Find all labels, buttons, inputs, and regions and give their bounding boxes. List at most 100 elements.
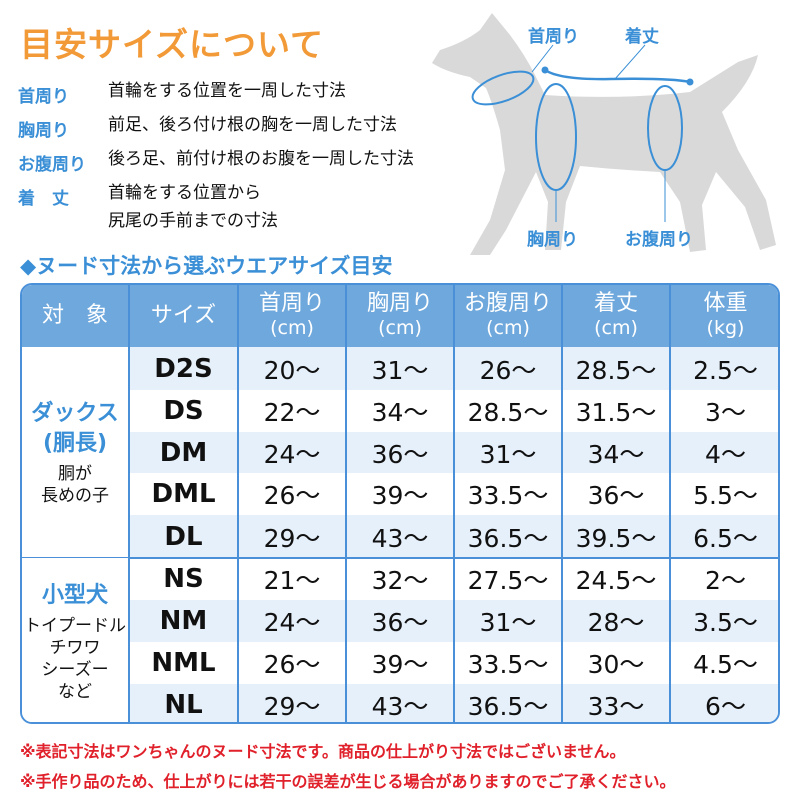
def-desc-neck: 首輪をする位置を一周した寸法 bbox=[108, 81, 346, 101]
def-term-neck: 首周り bbox=[18, 87, 69, 107]
def-term-length: 着 丈 bbox=[18, 189, 69, 209]
measurement-value: 3.5〜 bbox=[693, 608, 758, 637]
measurement-value: 31.5〜 bbox=[575, 398, 657, 427]
value-cell: 6.5〜 bbox=[671, 515, 778, 558]
dog-diagram bbox=[432, 13, 776, 255]
value-cell: 31.5〜 bbox=[563, 390, 671, 432]
measurement-value: 24.5〜 bbox=[575, 566, 657, 595]
group-note: 胴が bbox=[58, 463, 92, 484]
measurement-value: 39〜 bbox=[371, 481, 429, 510]
header-unit: (cm) bbox=[594, 317, 638, 339]
measurement-value: 4.5〜 bbox=[693, 650, 758, 679]
value-cell: 21〜 bbox=[239, 558, 347, 600]
value-cell: 31〜 bbox=[455, 432, 563, 473]
value-cell: 33.5〜 bbox=[455, 642, 563, 684]
size-label: NL bbox=[164, 690, 203, 720]
measurement-value: 31〜 bbox=[479, 608, 537, 637]
value-cell: 36〜 bbox=[347, 600, 455, 642]
header-cell: 対 象 bbox=[22, 285, 130, 347]
header-label: 胸周り bbox=[366, 291, 433, 316]
header-cell: 胸周り (cm) bbox=[347, 285, 455, 347]
measurement-value: 39.5〜 bbox=[575, 523, 657, 553]
measurement-value: 36〜 bbox=[371, 439, 429, 469]
size-label: NS bbox=[163, 564, 204, 594]
header-unit: (cm) bbox=[378, 317, 422, 339]
measurement-value: 30〜 bbox=[587, 650, 645, 679]
group-note: シーズー bbox=[41, 660, 109, 680]
size-label: NM bbox=[159, 606, 208, 636]
neck-ellipse bbox=[471, 70, 535, 106]
header-unit: (cm) bbox=[270, 317, 314, 339]
diagram-label-neck: 首周り bbox=[528, 27, 579, 47]
def-term-belly: お腹周り bbox=[18, 155, 86, 175]
size-label: NML bbox=[151, 648, 216, 678]
value-cell: 2〜 bbox=[671, 558, 778, 600]
value-cell: 5.5〜 bbox=[671, 473, 778, 515]
measurement-value: 29〜 bbox=[263, 692, 321, 721]
value-cell: 28.5〜 bbox=[455, 390, 563, 432]
value-cell: 34〜 bbox=[563, 432, 671, 473]
group-note: 長めの子 bbox=[41, 485, 109, 506]
group-name: 小型犬 bbox=[41, 583, 108, 608]
measurement-value: 28.5〜 bbox=[467, 398, 549, 427]
diagram-label-belly: お腹周り bbox=[625, 230, 693, 250]
value-cell: 26〜 bbox=[239, 642, 347, 684]
group-note: など bbox=[58, 682, 92, 702]
value-cell: 6〜 bbox=[671, 684, 778, 722]
measurement-value: 28〜 bbox=[587, 608, 645, 637]
header-label: 体重 bbox=[703, 291, 748, 316]
measurement-value: 36〜 bbox=[371, 608, 429, 637]
def-desc-length-1: 首輪をする位置から bbox=[108, 183, 261, 203]
measurement-value: 3〜 bbox=[705, 398, 746, 427]
measurement-value: 21〜 bbox=[263, 566, 321, 595]
value-cell: 36.5〜 bbox=[455, 515, 563, 558]
header-cell: 着丈 (cm) bbox=[563, 285, 671, 347]
value-cell: 39〜 bbox=[347, 473, 455, 515]
measurement-value: 26〜 bbox=[263, 650, 321, 679]
value-cell: 24.5〜 bbox=[563, 558, 671, 600]
measurement-value: 2.5〜 bbox=[693, 355, 758, 385]
diagram-label-chest: 胸周り bbox=[527, 230, 578, 250]
measurement-value: 36.5〜 bbox=[467, 523, 549, 553]
group-breeds: トイプードル チワワ シーズー など bbox=[24, 615, 126, 703]
header-unit: (kg) bbox=[706, 317, 745, 339]
dog-silhouette bbox=[432, 13, 776, 255]
measurement-value: 5.5〜 bbox=[693, 481, 758, 510]
value-cell: 36〜 bbox=[347, 432, 455, 473]
measurement-value: 32〜 bbox=[371, 566, 429, 595]
measurement-value: 36〜 bbox=[587, 481, 645, 510]
value-cell: 36.5〜 bbox=[455, 684, 563, 722]
size-cell: NM bbox=[130, 600, 239, 642]
group-breeds: 胴が 長めの子 bbox=[41, 463, 109, 507]
value-cell: 2.5〜 bbox=[671, 347, 778, 390]
measurement-value: 31〜 bbox=[371, 355, 429, 385]
size-cell: NML bbox=[130, 642, 239, 684]
header-label: 着丈 bbox=[593, 291, 638, 316]
size-label: DML bbox=[151, 479, 216, 509]
measurement-value: 29〜 bbox=[263, 523, 321, 553]
header-cell: 首周り (cm) bbox=[239, 285, 347, 347]
measurement-value: 34〜 bbox=[587, 439, 645, 469]
header-label: お腹周り bbox=[463, 291, 552, 316]
measurement-value: 22〜 bbox=[263, 398, 321, 427]
value-cell: 33.5〜 bbox=[455, 473, 563, 515]
value-cell: 28.5〜 bbox=[563, 347, 671, 390]
group-cell: ダックス (胴長) 胴が 長めの子 bbox=[22, 347, 130, 558]
measurement-value: 26〜 bbox=[263, 481, 321, 510]
measurement-value: 24〜 bbox=[263, 608, 321, 637]
value-cell: 31〜 bbox=[455, 600, 563, 642]
value-cell: 31〜 bbox=[347, 347, 455, 390]
size-cell: DM bbox=[130, 432, 239, 473]
size-cell: D2S bbox=[130, 347, 239, 390]
size-cell: DML bbox=[130, 473, 239, 515]
length-line bbox=[544, 68, 691, 84]
diagram-label-length: 着丈 bbox=[625, 27, 659, 47]
measurement-value: 31〜 bbox=[479, 439, 537, 469]
measurement-value: 20〜 bbox=[263, 355, 321, 385]
size-table: 対 象サイズ 首周り (cm) 胸周り (cm) お腹周り (cm) 着丈 (cm) 体重 (kg)… bbox=[20, 283, 780, 724]
group-divider bbox=[22, 557, 778, 559]
header-cell: お腹周り (cm) bbox=[455, 285, 563, 347]
measurement-value: 6.5〜 bbox=[693, 523, 758, 553]
note-1: ※表記寸法はワンちゃんのヌード寸法です。商品の仕上がり寸法ではございません。 bbox=[20, 742, 626, 761]
measurement-value: 34〜 bbox=[371, 398, 429, 427]
